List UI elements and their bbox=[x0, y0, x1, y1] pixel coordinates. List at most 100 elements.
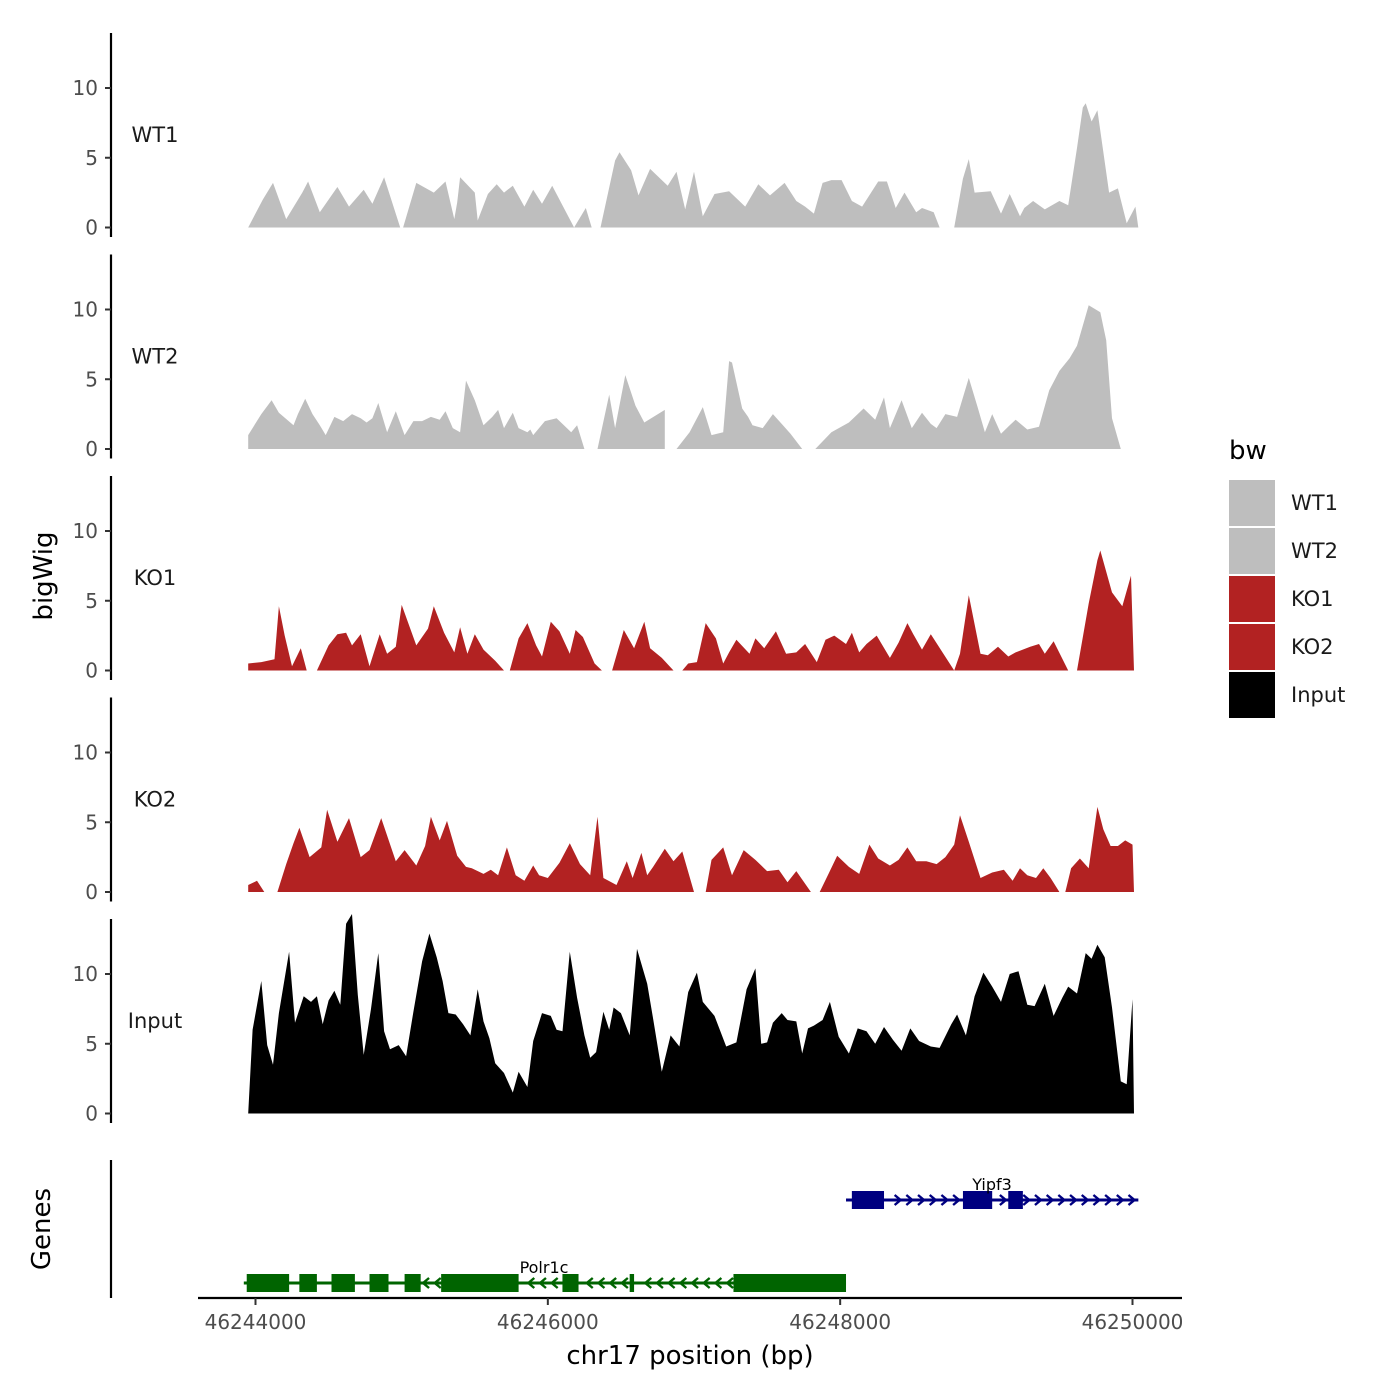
strand-arrow-icon bbox=[608, 1277, 617, 1289]
strand-arrow-icon bbox=[432, 1277, 442, 1289]
y-tick-label-ko2-10: 10 bbox=[73, 741, 98, 765]
y-tick-label-wt1-10: 10 bbox=[73, 76, 98, 100]
legend-swatch-ko1 bbox=[1229, 576, 1275, 622]
y-tick-label-input-10: 10 bbox=[73, 962, 98, 986]
track-input: 0 5 10 Input bbox=[73, 914, 1134, 1126]
strand-arrow-icon bbox=[1092, 1194, 1102, 1206]
legend-swatch-input bbox=[1229, 672, 1275, 718]
y-tick-label-input-5: 5 bbox=[85, 1032, 98, 1056]
track-label-wt1: WT1 bbox=[132, 123, 179, 147]
gene-models: Yipf3 Polr1c bbox=[243, 1175, 1139, 1292]
x-axis-title: chr17 position (bp) bbox=[566, 1341, 813, 1371]
exon-polr1c-9 bbox=[733, 1274, 847, 1292]
track-wt1: 0 5 10 WT1 bbox=[73, 33, 1139, 240]
y-tick-label-wt2-10: 10 bbox=[73, 298, 98, 322]
track-label-input: Input bbox=[128, 1009, 182, 1033]
strand-arrow-icon bbox=[713, 1277, 723, 1289]
exon-yipf3-3 bbox=[1008, 1191, 1023, 1209]
genes-panel: Genes Yipf3 Polr1c bbox=[27, 1160, 1139, 1298]
strand-arrow-icon bbox=[526, 1277, 536, 1289]
strand-arrow-icon bbox=[928, 1194, 938, 1206]
track-wt2: 0 5 10 WT2 bbox=[73, 254, 1133, 461]
y-tick-label-input-0: 0 bbox=[85, 1102, 98, 1126]
strand-arrow-icon bbox=[549, 1277, 559, 1289]
y-tick-label-ko2-5: 5 bbox=[85, 810, 98, 834]
strand-arrow-icon bbox=[596, 1277, 606, 1289]
exon-polr1c-4 bbox=[369, 1274, 389, 1292]
x-tick-label-46244000: 46244000 bbox=[205, 1310, 307, 1334]
strand-arrow-icon bbox=[421, 1277, 430, 1289]
legend-swatch-wt1 bbox=[1229, 480, 1275, 526]
coverage-area-input bbox=[248, 914, 1134, 1114]
genes-axis-title: Genes bbox=[27, 1188, 57, 1270]
legend-label-wt2: WT2 bbox=[1291, 539, 1338, 563]
strand-arrow-icon bbox=[643, 1277, 652, 1289]
strand-arrow-icon bbox=[940, 1194, 950, 1206]
strand-arrow-icon bbox=[999, 1194, 1008, 1206]
y-tick-label-ko1-5: 5 bbox=[85, 589, 98, 613]
strand-arrow-icon bbox=[1127, 1194, 1137, 1206]
coverage-area-ko1 bbox=[248, 550, 1134, 671]
strand-arrow-icon bbox=[1080, 1194, 1090, 1206]
x-tick-label-46248000: 46248000 bbox=[789, 1310, 891, 1334]
strand-arrow-icon bbox=[1116, 1194, 1125, 1206]
legend-label-ko2: KO2 bbox=[1291, 635, 1334, 659]
exon-polr1c-6 bbox=[441, 1274, 519, 1292]
track-label-ko2: KO2 bbox=[134, 788, 177, 812]
track-ko2: 0 5 10 KO2 bbox=[73, 697, 1134, 904]
gene-label-yipf3: Yipf3 bbox=[971, 1175, 1012, 1194]
strand-arrow-icon bbox=[666, 1277, 676, 1289]
x-axis-ticks: 46244000 46246000 46248000 46250000 bbox=[205, 1298, 1184, 1334]
gene-label-polr1c: Polr1c bbox=[520, 1258, 569, 1277]
y-tick-label-wt1-0: 0 bbox=[85, 216, 98, 240]
exon-yipf3-2 bbox=[962, 1191, 993, 1209]
exon-polr1c-5 bbox=[404, 1274, 421, 1292]
strand-arrow-icon bbox=[690, 1277, 699, 1289]
y-tick-label-wt2-0: 0 bbox=[85, 437, 98, 461]
coverage-area-ko2 bbox=[248, 806, 1134, 892]
strand-arrow-icon bbox=[584, 1277, 594, 1289]
legend-item-input: Input bbox=[1229, 672, 1345, 718]
legend: bw WT1 WT2 KO1 KO2 Input bbox=[1229, 436, 1345, 718]
y-tick-label-ko1-10: 10 bbox=[73, 519, 98, 543]
x-tick-label-46246000: 46246000 bbox=[497, 1310, 599, 1334]
gene-polr1c: Polr1c bbox=[243, 1258, 847, 1292]
exon-polr1c-2 bbox=[299, 1274, 317, 1292]
strand-arrow-icon bbox=[917, 1194, 926, 1206]
strand-arrow-icon bbox=[678, 1277, 688, 1289]
strand-arrow-icon bbox=[1034, 1194, 1043, 1206]
gene-yipf3: Yipf3 bbox=[846, 1175, 1139, 1209]
exon-yipf3-1 bbox=[851, 1191, 885, 1209]
strand-arrow-icon bbox=[1104, 1194, 1113, 1206]
strand-arrow-icon bbox=[1069, 1194, 1078, 1206]
legend-title: bw bbox=[1229, 436, 1267, 466]
strand-arrow-icon bbox=[1022, 1194, 1032, 1206]
exon-polr1c-8 bbox=[629, 1274, 635, 1292]
strand-arrow-icon bbox=[905, 1194, 915, 1206]
x-axis: 46244000 46246000 46248000 46250000 chr17 p… bbox=[198, 1296, 1184, 1371]
strand-arrow-icon bbox=[619, 1277, 629, 1289]
legend-label-wt1: WT1 bbox=[1291, 491, 1338, 515]
coverage-area-wt1 bbox=[248, 103, 1139, 228]
strand-arrow-icon bbox=[1057, 1194, 1067, 1206]
x-tick-label-46250000: 46250000 bbox=[1082, 1310, 1184, 1334]
strand-arrow-icon bbox=[701, 1277, 711, 1289]
strand-arrow-icon bbox=[893, 1194, 903, 1206]
legend-label-input: Input bbox=[1291, 683, 1345, 707]
legend-item-ko1: KO1 bbox=[1229, 576, 1334, 622]
exon-polr1c-1 bbox=[246, 1274, 290, 1292]
coverage-area-wt2 bbox=[248, 305, 1133, 449]
coverage-tracks: 0 5 10 WT1 0 5 10 WT2 0 5 10 KO1 0 5 10 KO2 0 5 10 Input bbox=[73, 33, 1139, 1126]
strand-arrow-icon bbox=[1045, 1194, 1055, 1206]
y-axis-title: bigWig bbox=[29, 531, 59, 620]
legend-item-ko2: KO2 bbox=[1229, 624, 1334, 670]
legend-item-wt1: WT1 bbox=[1229, 480, 1338, 526]
strand-arrow-icon bbox=[952, 1194, 961, 1206]
legend-items: WT1 WT2 KO1 KO2 Input bbox=[1229, 480, 1345, 718]
y-tick-label-ko2-0: 0 bbox=[85, 880, 98, 904]
legend-swatch-wt2 bbox=[1229, 528, 1275, 574]
track-label-wt2: WT2 bbox=[132, 345, 179, 369]
exon-polr1c-3 bbox=[331, 1274, 355, 1292]
